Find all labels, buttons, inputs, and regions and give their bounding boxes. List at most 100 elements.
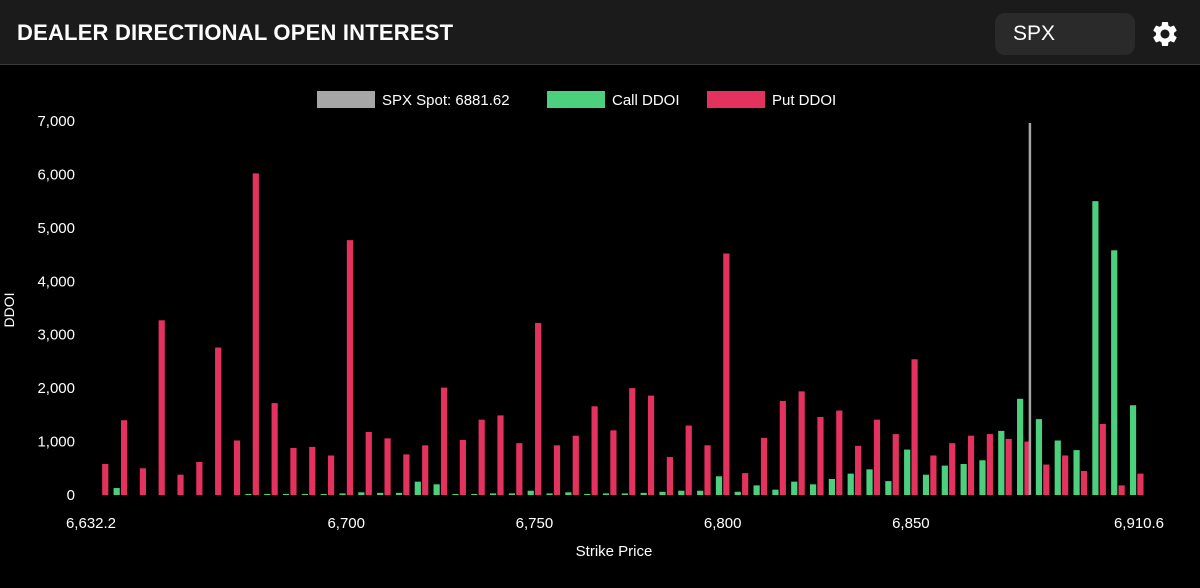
chart-legend: SPX Spot: 6881.62 Call DDOI Put DDOI [317,91,836,109]
call-bar [565,492,571,495]
put-bar [1119,485,1125,495]
call-bar [1092,201,1098,495]
call-bar [885,481,891,495]
y-tick-label: 6,000 [37,166,75,183]
put-bar [403,454,409,495]
call-bar [434,484,440,495]
put-bar [234,441,240,495]
put-bar [667,457,673,495]
symbol-input[interactable] [995,13,1135,55]
put-bar [159,320,165,495]
x-tick-label: 6,800 [704,515,742,532]
put-bar [140,468,146,495]
put-bar [215,348,221,495]
call-bar [829,479,835,495]
gear-icon[interactable] [1150,19,1180,49]
put-bar [723,254,729,495]
call-bar [772,490,778,495]
put-bar [817,417,823,495]
put-bar [610,430,616,495]
call-bar [321,494,327,495]
put-bar [272,403,278,495]
call-bar [603,493,609,495]
y-tick-label: 3,000 [37,327,75,344]
y-tick-label: 4,000 [37,273,75,290]
put-bar [780,401,786,495]
call-bar [264,494,270,495]
ddoi-chart: SPX Spot: 6881.62 Call DDOI Put DDOI 0 1,00… [0,65,1200,583]
call-bar [904,450,910,495]
put-bar [930,455,936,495]
call-bar [452,494,458,495]
put-bar [1006,439,1012,495]
put-bar [422,445,428,495]
call-bar [415,482,421,495]
put-bar [836,411,842,495]
call-bar [866,469,872,495]
put-bar [554,445,560,495]
call-bar [358,492,364,495]
call-bar [584,494,590,495]
put-bar [196,462,202,495]
put-bar [366,432,372,495]
put-bar [874,420,880,495]
x-tick-label: 6,632.2 [66,515,116,532]
legend-put-label: Put DDOI [772,92,836,109]
call-bar [848,474,854,495]
put-bar [742,473,748,495]
put-bar [347,240,353,495]
put-bar [911,359,917,495]
legend-call-label: Call DDOI [612,92,680,109]
y-tick-label: 7,000 [37,113,75,130]
put-bar [592,406,598,495]
call-bar [302,494,308,495]
put-bar [704,445,710,495]
call-bar [961,464,967,495]
bars-group [102,173,1143,495]
x-tick-label: 6,700 [327,515,365,532]
call-bar [377,493,383,495]
put-bar [686,426,692,495]
put-bar [121,420,127,495]
call-bar [546,493,552,495]
call-bar [979,460,985,495]
y-tick-label: 5,000 [37,220,75,237]
y-tick-label: 1,000 [37,434,75,451]
call-bar [490,493,496,495]
call-bar [678,491,684,495]
y-tick-label: 0 [67,487,75,504]
call-bar [754,485,760,495]
put-bar [102,464,108,495]
y-tick-label: 2,000 [37,380,75,397]
put-bar [384,438,390,495]
call-bar [1073,450,1079,495]
legend-call-swatch [547,91,605,108]
call-bar [1130,405,1136,495]
x-tick-label: 6,850 [892,515,930,532]
put-bar [799,391,805,495]
put-bar [1043,465,1049,495]
put-bar [516,443,522,495]
legend-spot-swatch [317,91,375,108]
call-bar [810,484,816,495]
put-bar [479,420,485,495]
call-bar [528,491,534,495]
put-bar [573,436,579,495]
put-bar [441,388,447,495]
put-bar [968,436,974,495]
call-bar [245,494,251,495]
call-bar [471,494,477,495]
put-bar [253,173,259,495]
put-bar [855,446,861,495]
call-bar [1036,419,1042,495]
y-axis-label: DDOI [1,293,17,328]
call-bar [622,493,628,495]
put-bar [1081,471,1087,495]
call-bar [697,491,703,495]
call-bar [396,493,402,495]
call-bar [1055,441,1061,495]
chart-area: SPX Spot: 6881.62 Call DDOI Put DDOI 0 1,00… [0,65,1200,583]
call-bar [1111,250,1117,495]
x-axis: 6,632.2 6,700 6,750 6,800 6,850 6,910.6 [66,515,1164,532]
